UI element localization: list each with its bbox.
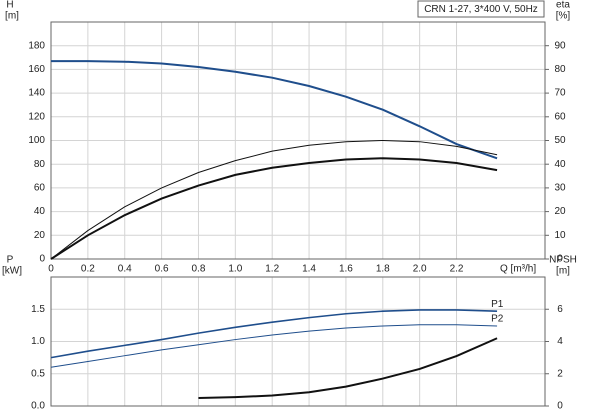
x-tick-label: 2.0 <box>413 264 427 275</box>
x-tick-label: 0.6 <box>155 264 169 275</box>
y2-tick-label: 50 <box>554 135 566 146</box>
y-tick-label: 160 <box>28 64 45 75</box>
y-tick-label: 20 <box>34 230 46 241</box>
y-axis-unit: [kW] <box>2 266 22 277</box>
series-line <box>198 337 498 399</box>
y-axis-label: P <box>7 255 14 266</box>
title-box <box>417 0 545 18</box>
x-tick-label: 0 <box>48 264 54 275</box>
y2-axis-unit: [%] <box>556 11 571 22</box>
y2-tick-label: 70 <box>554 88 566 99</box>
series-line <box>50 309 498 359</box>
y2-tick-label: 30 <box>554 183 566 194</box>
y2-tick-label: 60 <box>554 111 566 122</box>
y2-tick-label: 6 <box>557 304 563 315</box>
series-line <box>51 60 498 160</box>
y2-tick-label: 0 <box>557 254 563 265</box>
plot-frame <box>50 276 546 407</box>
y-axis-label: H <box>6 0 13 11</box>
y-tick-label: 1.0 <box>31 336 45 347</box>
y-tick-label: 0.5 <box>31 368 45 379</box>
y2-tick-label: 4 <box>557 336 563 347</box>
y-tick-label: 1.5 <box>31 304 45 315</box>
y2-tick-label: 80 <box>554 64 566 75</box>
x-tick-label: 0.8 <box>192 264 206 275</box>
y-tick-label: 80 <box>34 159 46 170</box>
x-tick-label: 2.2 <box>450 264 464 275</box>
y-tick-label: 60 <box>34 183 46 194</box>
y-tick-label: 120 <box>28 111 45 122</box>
y-axis-unit: [m] <box>5 11 19 22</box>
y-tick-label: 40 <box>34 206 46 217</box>
y-tick-label: 180 <box>28 40 45 51</box>
y2-axis-label: eta <box>556 0 570 11</box>
y-tick-label: 0 <box>39 254 45 265</box>
x-tick-label: 1.0 <box>228 264 242 275</box>
y2-tick-label: 10 <box>554 230 566 241</box>
y2-axis-label: NPSH <box>549 255 577 266</box>
plot-frame <box>50 21 546 260</box>
x-tick-label: 1.8 <box>376 264 390 275</box>
series-line <box>50 139 498 260</box>
series-line <box>50 324 498 368</box>
series-label: P2 <box>491 314 504 325</box>
x-tick-label: 1.4 <box>302 264 316 275</box>
y-tick-label: 100 <box>28 135 45 146</box>
y2-tick-label: 40 <box>554 159 566 170</box>
y-tick-label: 140 <box>28 88 45 99</box>
series-label: P1 <box>491 299 504 310</box>
chart-title: CRN 1-27, 3*400 V, 50Hz <box>424 4 538 15</box>
x-tick-label: 0.4 <box>118 264 132 275</box>
y2-tick-label: 20 <box>554 206 566 217</box>
y2-tick-label: 90 <box>554 40 566 51</box>
y2-tick-label: 2 <box>557 368 563 379</box>
y2-tick-label: 0 <box>557 401 563 412</box>
x-axis-label: Q [m³/h] <box>500 264 536 275</box>
x-tick-label: 1.6 <box>339 264 353 275</box>
x-tick-label: 0.2 <box>81 264 95 275</box>
series-line <box>50 157 498 260</box>
x-tick-label: 1.2 <box>265 264 279 275</box>
y-tick-label: 0.0 <box>31 401 45 412</box>
y2-axis-unit: [m] <box>556 266 570 277</box>
